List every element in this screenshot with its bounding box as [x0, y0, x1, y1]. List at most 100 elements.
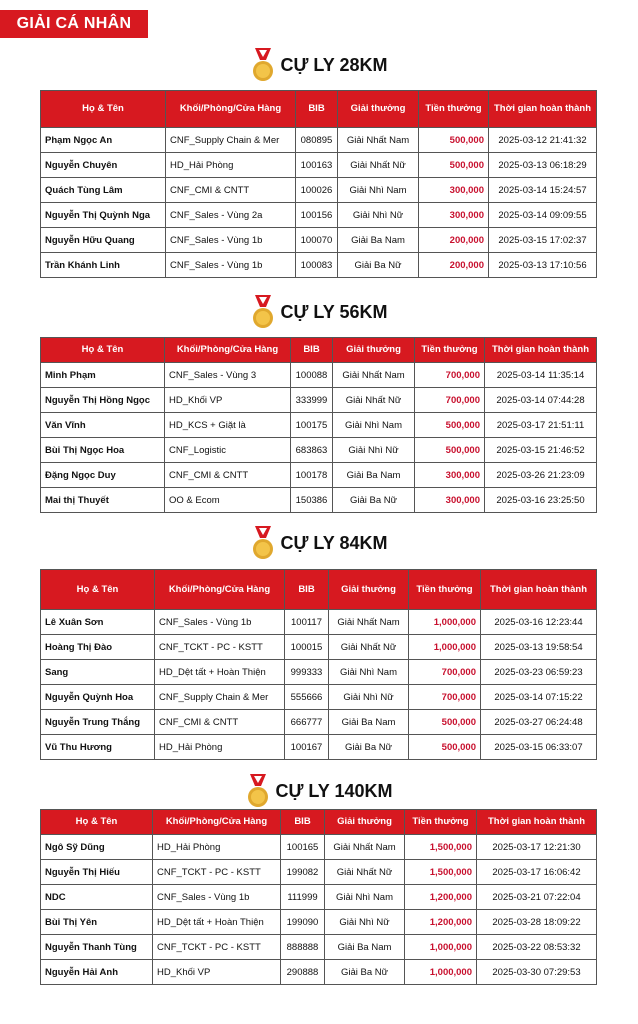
table-cell: CNF_TCKT - PC - KSTT: [154, 634, 285, 660]
table-cell: 2025-03-13 06:18:29: [488, 152, 597, 178]
column-header: Họ & Tên: [40, 90, 166, 128]
table-cell: 100026: [295, 177, 338, 203]
table-row: Phạm Ngọc An CNF_Supply Chain & Mer 080895…: [40, 127, 597, 153]
column-header: Thời gian hoàn thành: [484, 337, 597, 363]
table-cell: 100117: [284, 609, 329, 635]
table-row: Nguyễn Quỳnh Hoa CNF_Supply Chain & Mer 55…: [40, 684, 597, 710]
table-cell: Nguyễn Thị Hiếu: [40, 859, 153, 885]
table-cell: Giải Nhất Nữ: [332, 387, 415, 413]
table-row: Nguyễn Thanh Tùng CNF_TCKT - PC - KSTT 888…: [40, 934, 597, 960]
table-cell: 2025-03-17 16:06:42: [476, 859, 597, 885]
table-row: Sang HD_Dệt tất + Hoàn Thiện 999333 Giải Nh…: [40, 659, 597, 685]
column-header: Khối/Phòng/Cửa Hàng: [154, 569, 285, 610]
results-table: Họ & Tên Khối/Phòng/Cửa Hàng BIB Giải thưởn…: [40, 337, 597, 513]
table-cell: 2025-03-13 17:10:56: [488, 252, 597, 278]
table-cell: 2025-03-14 07:44:28: [484, 387, 597, 413]
column-header: Tiền thưởng: [408, 569, 481, 610]
table-cell: 2025-03-17 12:21:30: [476, 834, 597, 860]
table-cell: 1,000,000: [408, 634, 481, 660]
table-row: Minh Phạm CNF_Sales - Vùng 3 100088 Giải Nh…: [40, 362, 597, 388]
section-heading: CỰ LY 84KM: [280, 532, 388, 553]
table-cell: HD_Dệt tất + Hoàn Thiện: [152, 909, 281, 935]
table-cell: 500,000: [418, 127, 489, 153]
table-cell: 2025-03-26 21:23:09: [484, 462, 597, 488]
column-header: Họ & Tên: [40, 569, 155, 610]
table-cell: Giải Ba Nam: [332, 462, 415, 488]
section-heading: CỰ LY 28KM: [280, 54, 388, 75]
medal-icon: [247, 774, 268, 807]
table-cell: 2025-03-14 15:24:57: [488, 177, 597, 203]
table-cell: Giải Ba Nam: [337, 227, 419, 253]
results-table: Họ & Tên Khối/Phòng/Cửa Hàng BIB Giải thưởn…: [40, 809, 597, 985]
results-table: Họ & Tên Khối/Phòng/Cửa Hàng BIB Giải thưởn…: [40, 569, 597, 760]
table-cell: NDC: [40, 884, 153, 910]
table-cell: CNF_Sales - Vùng 1b: [152, 884, 281, 910]
table-cell: 100156: [295, 202, 338, 228]
table-row: Văn Vĩnh HD_KCS + Giặt là 100175 Giải Nhì N…: [40, 412, 597, 438]
medal-icon: [252, 295, 273, 328]
column-header: Giải thưởng: [332, 337, 415, 363]
table-cell: 500,000: [414, 412, 485, 438]
table-cell: 100070: [295, 227, 338, 253]
table-cell: 2025-03-17 21:51:11: [484, 412, 597, 438]
column-header: Giải thưởng: [328, 569, 409, 610]
table-cell: 2025-03-14 11:35:14: [484, 362, 597, 388]
table-cell: CNF_CMI & CNTT: [164, 462, 291, 488]
medal-icon: [252, 48, 273, 81]
table-cell: Nguyễn Trung Thắng: [40, 709, 155, 735]
table-cell: CNF_Logistic: [164, 437, 291, 463]
table-cell: 1,000,000: [408, 609, 481, 635]
table-cell: 500,000: [408, 734, 481, 760]
table-cell: CNF_TCKT - PC - KSTT: [152, 859, 281, 885]
table-cell: Giải Nhì Nữ: [324, 909, 405, 935]
table-row: Ngô Sỹ Dũng HD_Hải Phòng 100165 Giải Nhất N…: [40, 834, 597, 860]
table-row: Nguyễn Hữu Quang CNF_Sales - Vùng 1b 10007…: [40, 227, 597, 253]
header-row: Họ & Tên Khối/Phòng/Cửa Hàng BIB Giải thưởn…: [40, 809, 597, 835]
column-header: BIB: [284, 569, 329, 610]
table-cell: 2025-03-14 07:15:22: [480, 684, 597, 710]
table-cell: 300,000: [414, 487, 485, 513]
table-row: NDC CNF_Sales - Vùng 1b 111999 Giải Nhì Nam…: [40, 884, 597, 910]
medal-icon: [252, 526, 273, 559]
table-row: Quách Tùng Lâm CNF_CMI & CNTT 100026 Giải N…: [40, 177, 597, 203]
table-cell: 100163: [295, 152, 338, 178]
table-cell: CNF_Sales - Vùng 1b: [154, 609, 285, 635]
column-header: Thời gian hoàn thành: [476, 809, 597, 835]
table-cell: 1,000,000: [404, 959, 477, 985]
table-cell: Nguyễn Thị Quỳnh Nga: [40, 202, 166, 228]
table-cell: 1,500,000: [404, 834, 477, 860]
column-header: BIB: [290, 337, 333, 363]
table-cell: Văn Vĩnh: [40, 412, 165, 438]
table-cell: 111999: [280, 884, 325, 910]
table-cell: 199082: [280, 859, 325, 885]
table-cell: CNF_Supply Chain & Mer: [165, 127, 296, 153]
table-cell: 2025-03-21 07:22:04: [476, 884, 597, 910]
table-row: Nguyễn Thị Hiếu CNF_TCKT - PC - KSTT 19908…: [40, 859, 597, 885]
table-cell: Giải Ba Nữ: [324, 959, 405, 985]
table-cell: Giải Nhất Nam: [328, 609, 409, 635]
table-cell: Minh Phạm: [40, 362, 165, 388]
table-cell: 2025-03-15 17:02:37: [488, 227, 597, 253]
table-cell: Bùi Thị Yên: [40, 909, 153, 935]
table-cell: Phạm Ngọc An: [40, 127, 166, 153]
table-cell: 1,200,000: [404, 909, 477, 935]
table-row: Bùi Thị Ngọc Hoa CNF_Logistic 683863 Giải N…: [40, 437, 597, 463]
table-cell: 290888: [280, 959, 325, 985]
table-cell: 199090: [280, 909, 325, 935]
table-cell: 2025-03-15 06:33:07: [480, 734, 597, 760]
table-cell: CNF_Sales - Vùng 1b: [165, 227, 296, 253]
table-cell: Giải Nhì Nữ: [328, 684, 409, 710]
table-cell: CNF_Sales - Vùng 2a: [165, 202, 296, 228]
table-cell: 700,000: [408, 684, 481, 710]
column-header: Khối/Phòng/Cửa Hàng: [165, 90, 296, 128]
table-cell: Giải Nhất Nam: [332, 362, 415, 388]
table-cell: 888888: [280, 934, 325, 960]
table-cell: Ngô Sỹ Dũng: [40, 834, 153, 860]
column-header: Giải thưởng: [324, 809, 405, 835]
table-cell: 500,000: [414, 437, 485, 463]
table-cell: Giải Ba Nữ: [332, 487, 415, 513]
table-row: Hoàng Thị Đào CNF_TCKT - PC - KSTT 100015 G…: [40, 634, 597, 660]
table-row: Lê Xuân Sơn CNF_Sales - Vùng 1b 100117 Giải…: [40, 609, 597, 635]
column-header: BIB: [280, 809, 325, 835]
